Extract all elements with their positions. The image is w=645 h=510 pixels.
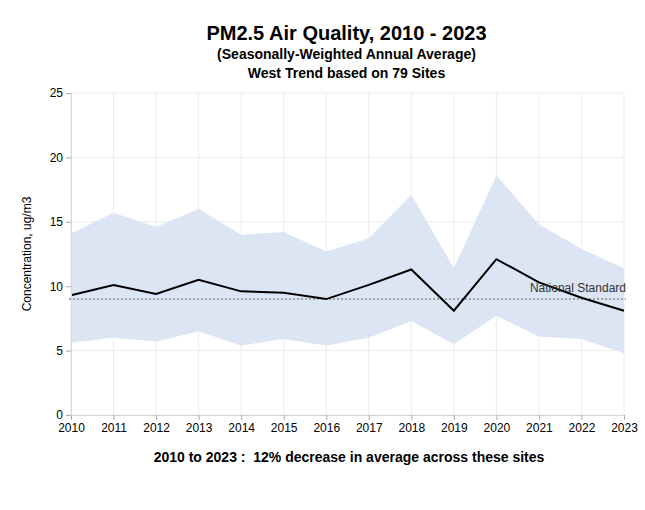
y-axis-title: Concentration, ug/m3 xyxy=(20,196,34,311)
x-tick-label: 2013 xyxy=(186,421,213,435)
y-tick: 0 xyxy=(56,408,71,422)
y-tick-mark xyxy=(66,222,71,223)
x-tick-label: 2011 xyxy=(101,421,127,435)
x-tick-label: 2021 xyxy=(526,421,553,435)
x-tick-mark xyxy=(411,415,412,420)
x-tick: 2023 xyxy=(611,415,638,435)
y-tick-label: 10 xyxy=(50,280,64,294)
chart: PM2.5 Air Quality, 2010 - 2023 (Seasonall… xyxy=(0,0,645,510)
y-grid-line xyxy=(71,221,624,222)
subtitle: (Seasonally-Weighted Annual Average) xyxy=(217,46,476,62)
subtitle: West Trend based on 79 Sites xyxy=(248,65,446,81)
percentile-band xyxy=(71,175,624,353)
x-tick-mark xyxy=(369,415,370,420)
x-tick: 2017 xyxy=(356,415,383,435)
x-tick-label: 2017 xyxy=(356,421,383,435)
y-tick-mark xyxy=(66,286,71,287)
x-tick-mark xyxy=(496,415,497,420)
x-tick-label: 2020 xyxy=(484,421,511,435)
y-tick: 25 xyxy=(50,86,71,100)
x-tick-mark xyxy=(454,415,455,420)
x-tick-label: 2016 xyxy=(313,421,340,435)
y-tick: 15 xyxy=(50,215,71,229)
y-axis-line xyxy=(66,94,72,416)
reference-label: National Standard xyxy=(530,281,626,295)
y-tick-label: 25 xyxy=(50,86,64,100)
x-tick-mark xyxy=(156,415,157,420)
grid xyxy=(71,93,624,415)
y-tick-label: 5 xyxy=(56,344,63,358)
x-tick: 2018 xyxy=(398,415,425,435)
x-tick: 2015 xyxy=(271,415,298,435)
caption: 2010 to 2023 : 12% decrease in average a… xyxy=(154,449,545,465)
y-grid-line xyxy=(71,157,624,158)
x-tick-mark xyxy=(624,415,625,420)
x-tick: 2016 xyxy=(313,415,340,435)
x-tick-mark xyxy=(241,415,242,420)
x-tick-mark xyxy=(199,415,200,420)
x-tick: 2013 xyxy=(186,415,213,435)
x-tick: 2012 xyxy=(143,415,170,435)
reference-line xyxy=(69,298,626,300)
x-grid-line xyxy=(624,93,625,415)
y-tick: 5 xyxy=(56,344,71,358)
y-tick-label: 0 xyxy=(56,408,63,422)
x-tick: 2011 xyxy=(101,415,127,435)
x-tick-mark xyxy=(326,415,327,420)
x-tick: 2020 xyxy=(484,415,511,435)
x-tick-label: 2014 xyxy=(228,421,255,435)
x-tick: 2021 xyxy=(526,415,553,435)
x-axis: 2010 2011 2012 2013 2014 2015 2016 2017 2018 2019… xyxy=(58,415,638,435)
x-tick-label: 2015 xyxy=(271,421,298,435)
x-tick-label: 2022 xyxy=(569,421,596,435)
x-tick-label: 2012 xyxy=(143,421,170,435)
x-tick: 2014 xyxy=(228,415,255,435)
x-tick-mark xyxy=(114,415,115,420)
x-tick: 2022 xyxy=(569,415,596,435)
x-tick: 2019 xyxy=(441,415,468,435)
x-tick-mark xyxy=(284,415,285,420)
plot-area xyxy=(69,175,626,353)
title: PM2.5 Air Quality, 2010 - 2023 xyxy=(206,22,486,44)
x-tick-label: 2019 xyxy=(441,421,468,435)
y-tick-mark xyxy=(66,351,71,352)
x-tick-label: 2023 xyxy=(611,421,638,435)
x-tick-mark xyxy=(539,415,540,420)
x-tick-label: 2010 xyxy=(58,421,85,435)
x-tick-mark xyxy=(581,415,582,420)
x-axis-line xyxy=(72,416,625,421)
y-tick-label: 20 xyxy=(50,151,64,165)
y-tick-label: 15 xyxy=(50,215,64,229)
y-tick: 20 xyxy=(50,151,71,165)
x-grid-line xyxy=(453,93,454,415)
y-axis: 0 5 10 15 20 25 xyxy=(50,86,72,422)
y-grid-line xyxy=(71,350,624,351)
y-grid-line xyxy=(71,93,624,94)
x-tick-label: 2018 xyxy=(398,421,425,435)
y-tick-mark xyxy=(66,415,71,416)
y-tick: 10 xyxy=(50,280,71,294)
y-tick-mark xyxy=(66,93,71,94)
y-tick-mark xyxy=(66,157,71,158)
